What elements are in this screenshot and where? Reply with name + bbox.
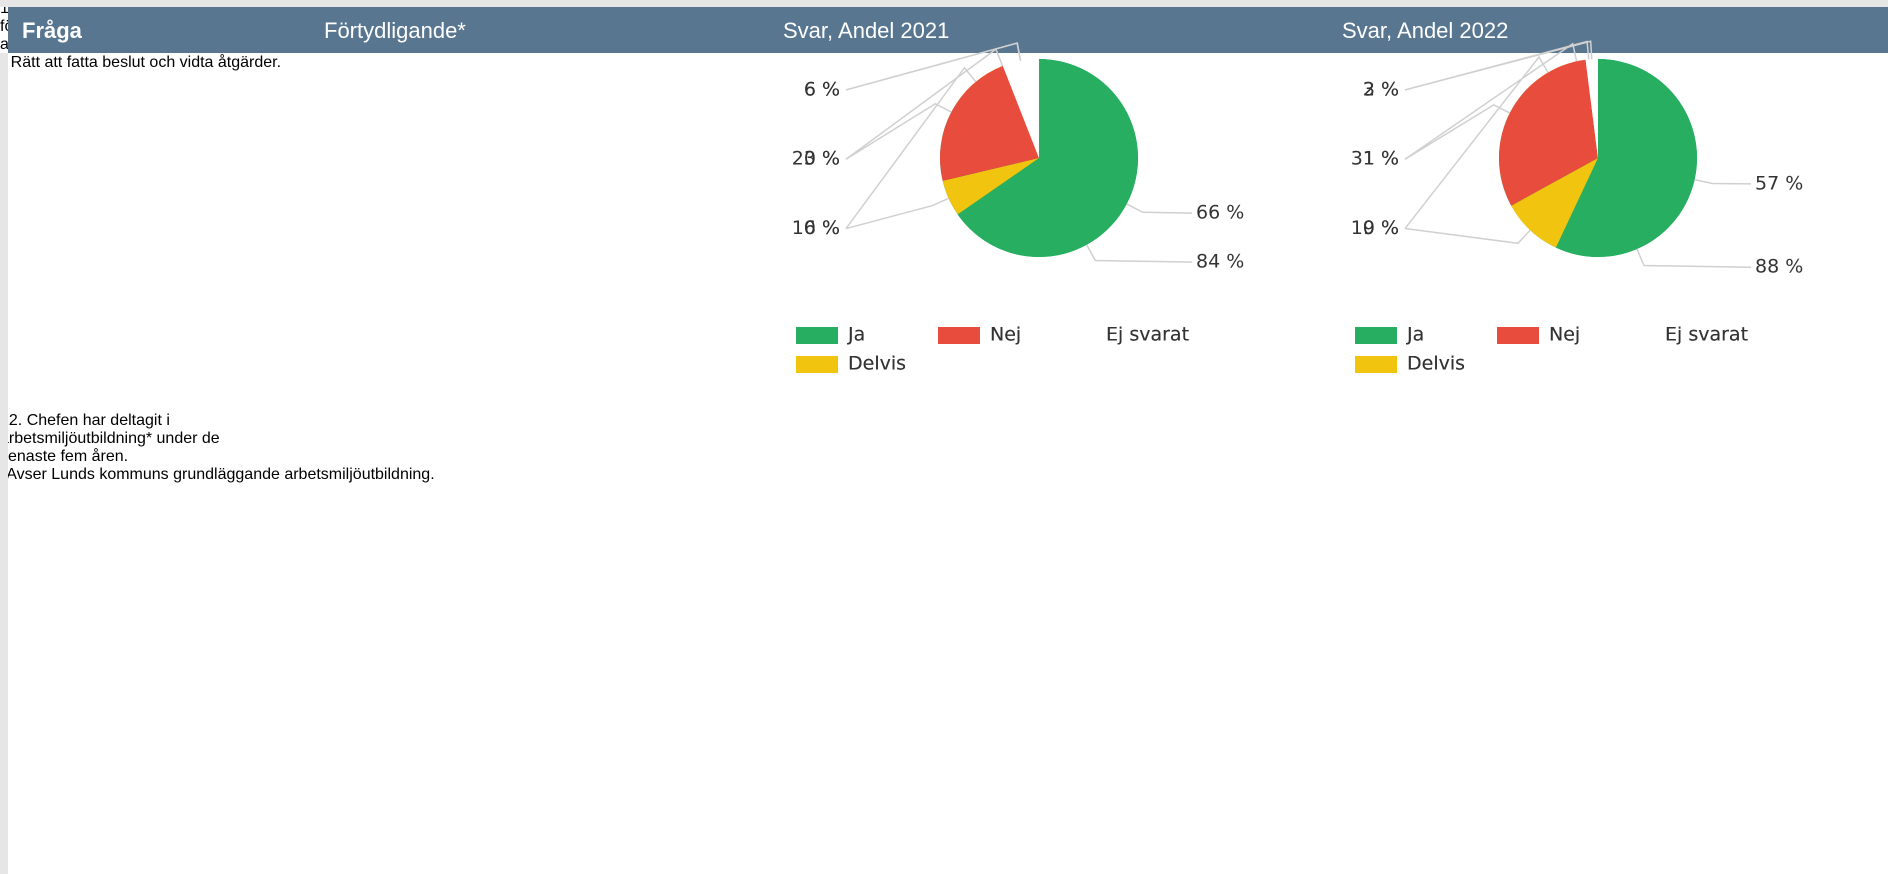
slice-label: 84 % (1196, 251, 1244, 273)
pie-slice (942, 158, 1039, 215)
legend-swatch (1355, 327, 1397, 344)
slice-label: 23 % (792, 148, 840, 170)
pie-slice (1499, 59, 1598, 206)
slice-label: 10 % (1351, 217, 1399, 239)
slice-label: 88 % (1755, 256, 1803, 278)
slice-label: 0 % (804, 148, 840, 170)
table-row: 12. Chefen har deltagit i arbetsmiljöutb… (0, 40, 1888, 821)
column-header: Svar, Andel 2021 (783, 18, 950, 43)
leader-line (1404, 42, 1578, 160)
leader-line (845, 102, 952, 160)
slice-label: 31 % (1351, 148, 1399, 170)
slice-label: 3 % (1363, 78, 1399, 100)
legend-label: Ja (1406, 324, 1424, 346)
legend-label: Delvis (1407, 353, 1465, 375)
pie-slice (1555, 59, 1697, 257)
leader-line (1086, 244, 1193, 263)
pie-slice (1511, 158, 1598, 248)
legend-label: Ja (1406, 324, 1424, 346)
slice-label: 1 % (1363, 148, 1399, 170)
legend-label: Ej svarat (1106, 324, 1189, 346)
leader-line (1126, 203, 1193, 214)
column-header: Fråga (22, 18, 82, 43)
pie-slice (1002, 59, 1039, 158)
leader-line (1404, 55, 1549, 229)
legend-label: Delvis (848, 353, 906, 375)
slice-label: 6 % (804, 217, 840, 239)
leader-line (1404, 104, 1511, 160)
legend-swatch (1613, 327, 1655, 344)
legend-swatch (1355, 356, 1397, 373)
legend-swatch (796, 327, 838, 344)
slice-label: 9 % (1363, 217, 1399, 239)
legend-swatch (1497, 327, 1539, 344)
question: 12. Chefen har deltagit i arbetsmiljöutb… (0, 412, 220, 465)
legend-label: Ja (847, 324, 865, 346)
legend-label: Nej (1549, 324, 1580, 346)
top-bar (0, 0, 1888, 7)
legend-label: Ej svarat (1106, 324, 1189, 346)
table-body: 11. Det finns tillräckliga befogenheter*… (0, 0, 1888, 821)
pie-slice (940, 65, 1039, 181)
left-bar (0, 53, 8, 874)
leader-line (845, 42, 1022, 91)
slice-label: 66 % (1196, 202, 1244, 224)
leader-line (1694, 178, 1752, 185)
leader-line (1636, 248, 1752, 268)
pie-chart: 2 % 31 % 10 % 57 % Ja Delvis Nej Ej svarat (1351, 40, 1803, 375)
slice-label: 6 % (804, 78, 840, 100)
legend-swatch (938, 327, 980, 344)
slice-label: 10 % (792, 217, 840, 239)
leader-line (1404, 40, 1593, 91)
pie-chart: 6 % 23 % 6 % 66 % Ja Delvis Nej Ej svarat (792, 42, 1244, 375)
pie-slice (1585, 59, 1598, 158)
leader-line (845, 197, 949, 230)
leader-line (845, 66, 977, 229)
legend-label: Delvis (848, 353, 906, 375)
column-header: Svar, Andel 2022 (1342, 18, 1509, 43)
legend-label: Ej svarat (1665, 324, 1748, 346)
leader-line (1404, 227, 1531, 245)
slice-label: 2 % (1363, 78, 1399, 100)
legend-swatch (1054, 327, 1096, 344)
legend-label: Nej (990, 324, 1021, 346)
legend-label: Nej (1549, 324, 1580, 346)
slice-label: 6 % (804, 78, 840, 100)
legend-label: Ja (847, 324, 865, 346)
legend-swatch (796, 356, 838, 373)
clarification: *Avser Lunds kommuns grundläggande arbet… (0, 466, 435, 483)
clarification: * Rätt att fatta beslut och vidta åtgärd… (0, 54, 282, 71)
legend-label: Nej (990, 324, 1021, 346)
legend-label: Ej svarat (1665, 324, 1748, 346)
legend-label: Delvis (1407, 353, 1465, 375)
pie-slice (957, 59, 1138, 258)
column-header: Förtydligande* (324, 18, 466, 43)
slice-label: 57 % (1755, 172, 1803, 194)
